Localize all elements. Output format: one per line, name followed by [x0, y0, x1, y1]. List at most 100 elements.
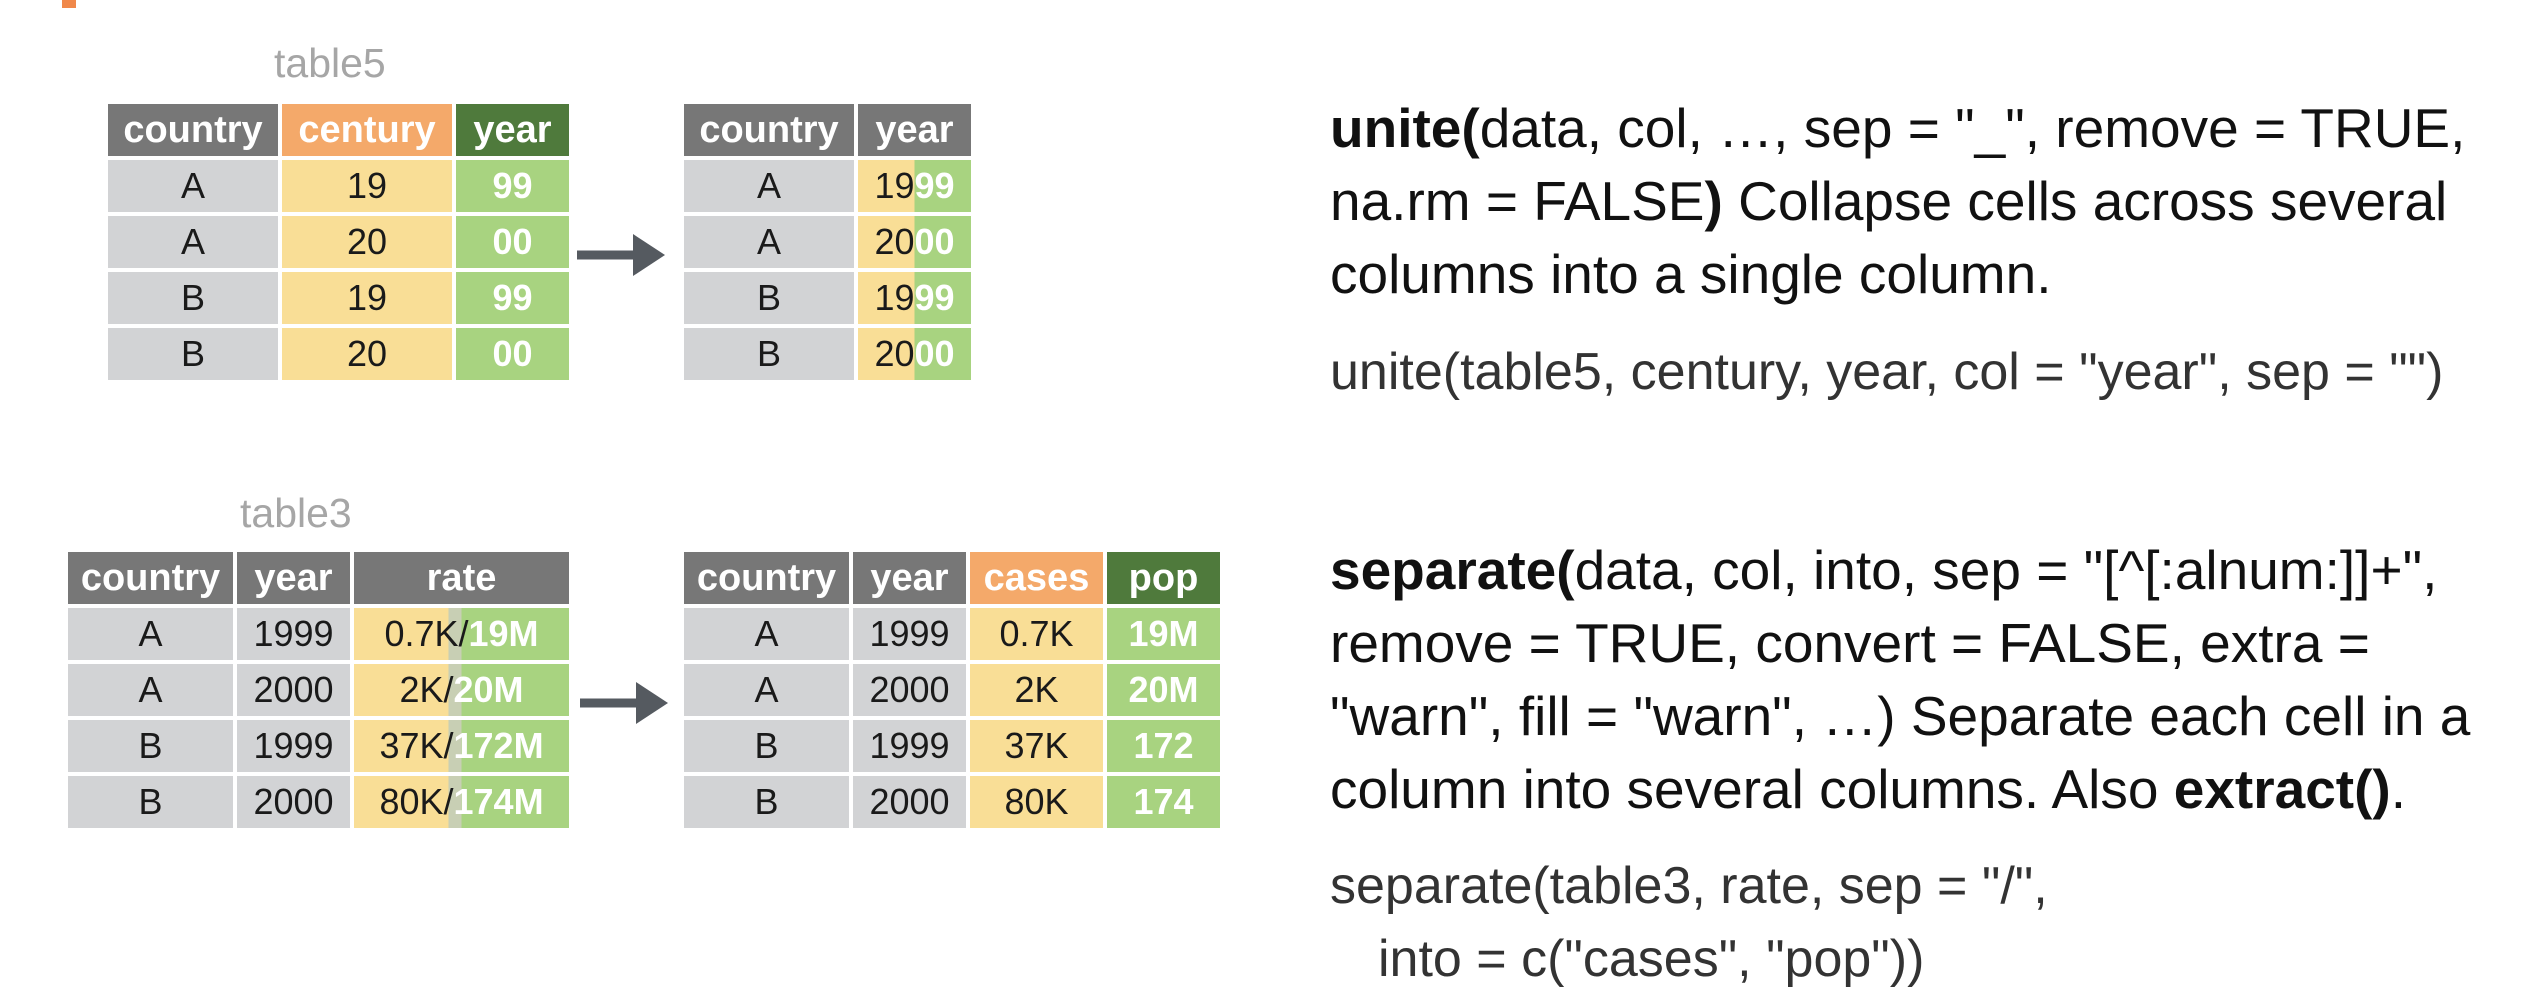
year-century-part: 20	[874, 333, 915, 374]
column-header-year: year	[237, 552, 350, 604]
year-year-part: 00	[914, 221, 955, 262]
table-cell: 20	[282, 328, 452, 380]
column-header-country: country	[68, 552, 233, 604]
year-century-part: 20	[874, 221, 915, 262]
table-cell: 2000	[858, 328, 971, 380]
column-header-country: country	[684, 104, 854, 156]
table-cell: 99	[456, 272, 569, 324]
table-row: B 1999 37K/172M	[68, 720, 569, 772]
table-cell: 1999	[858, 160, 971, 212]
table-row: A 1999 0.7K/19M	[68, 608, 569, 660]
table-cell: 37K	[970, 720, 1103, 772]
table-cell: 2K	[970, 664, 1103, 716]
table-cell: A	[684, 216, 854, 268]
separate-example-code: separate(table3, rate, sep = "/", into =…	[1330, 850, 2048, 992]
table-cell: 37K/172M	[354, 720, 569, 772]
table-cell: 174	[1107, 776, 1220, 828]
code-line: into = c("cases", "pop"))	[1378, 930, 1925, 988]
table-row: B 2000 80K 174	[684, 776, 1220, 828]
table-row: B 1999	[684, 272, 971, 324]
table-cell: A	[684, 664, 849, 716]
table-cell: 2000	[237, 776, 350, 828]
table-cell: 172	[1107, 720, 1220, 772]
table-header-row: country century year	[108, 104, 569, 156]
table3-caption: table3	[240, 490, 352, 536]
table-row: B 20 00	[108, 328, 569, 380]
table-row: A 2000 2K/20M	[68, 664, 569, 716]
column-header-pop: pop	[1107, 552, 1220, 604]
year-year-part: 00	[914, 333, 955, 374]
description-end: .	[2390, 758, 2407, 820]
table-cell: 1999	[237, 608, 350, 660]
table-row: B 19 99	[108, 272, 569, 324]
table-cell: A	[108, 160, 278, 212]
table-row: A 20 00	[108, 216, 569, 268]
separate-description-text: Separate each cell in a column into seve…	[1330, 685, 2471, 820]
table-header-row: country year cases pop	[684, 552, 1220, 604]
table-cell: 80K/174M	[354, 776, 569, 828]
table-row: A 1999	[684, 160, 971, 212]
table-cell: 2000	[853, 776, 966, 828]
table-cell: B	[68, 776, 233, 828]
table-cell: 2K/20M	[354, 664, 569, 716]
separate-output-table: country year cases pop A 1999 0.7K 19M A…	[680, 548, 1224, 832]
rate-cases-part: 0.7K/	[384, 613, 469, 654]
table-cell: 80K	[970, 776, 1103, 828]
table-cell: 1999	[858, 272, 971, 324]
table-cell: 1999	[853, 608, 966, 660]
table-cell: 2000	[858, 216, 971, 268]
table3-input-table: country year rate A 1999 0.7K/19M A 2000…	[64, 548, 573, 832]
year-century-part: 19	[874, 277, 915, 318]
table-header-row: country year	[684, 104, 971, 156]
table-cell: 0.7K/19M	[354, 608, 569, 660]
table-cell: 2000	[237, 664, 350, 716]
year-century-part: 19	[874, 165, 915, 206]
table-row: A 2000	[684, 216, 971, 268]
column-header-country: country	[684, 552, 849, 604]
unite-function-name: unite(	[1330, 97, 1480, 159]
table-row: A 19 99	[108, 160, 569, 212]
table5-input-table: country century year A 19 99 A 20 00 B 1…	[104, 100, 573, 384]
unite-output-table: country year A 1999 A 2000 B 1999 B 2000	[680, 100, 975, 384]
table-cell: 2000	[853, 664, 966, 716]
table-row: B 2000	[684, 328, 971, 380]
table-cell: 99	[456, 160, 569, 212]
separate-arguments: data, col, into, sep = "[^[:alnum:]]+", …	[1330, 539, 2438, 747]
separate-function-name: separate(	[1330, 539, 1575, 601]
rate-pop-part: 20M	[453, 669, 524, 710]
table-cell: B	[684, 776, 849, 828]
column-header-century: century	[282, 104, 452, 156]
column-header-year: year	[858, 104, 971, 156]
table-cell: 19M	[1107, 608, 1220, 660]
table-cell: A	[108, 216, 278, 268]
table-row: B 2000 80K/174M	[68, 776, 569, 828]
code-line: separate(table3, rate, sep = "/",	[1330, 857, 2048, 915]
code-line: unite(table5, century, year, col = "year…	[1330, 343, 2444, 401]
rate-pop-part: 19M	[468, 613, 539, 654]
table-cell: 0.7K	[970, 608, 1103, 660]
column-header-cases: cases	[970, 552, 1103, 604]
rate-cases-part: 2K/	[399, 669, 454, 710]
table-cell: B	[108, 328, 278, 380]
table-cell: A	[68, 664, 233, 716]
table-cell: 20	[282, 216, 452, 268]
table5-caption: table5	[274, 40, 386, 86]
unite-close-paren: )	[1704, 170, 1723, 232]
table-cell: B	[108, 272, 278, 324]
right-arrow-icon	[577, 234, 665, 276]
rate-cases-part: 80K/	[379, 781, 454, 822]
table-cell: 00	[456, 216, 569, 268]
table-cell: A	[684, 160, 854, 212]
right-arrow-icon	[580, 682, 668, 724]
column-header-year: year	[456, 104, 569, 156]
year-year-part: 99	[914, 277, 955, 318]
table-cell: 20M	[1107, 664, 1220, 716]
table-row: B 1999 37K 172	[684, 720, 1220, 772]
unite-example-code: unite(table5, century, year, col = "year…	[1330, 336, 2443, 409]
table-cell: 19	[282, 160, 452, 212]
table-header-row: country year rate	[68, 552, 569, 604]
table-cell: 1999	[237, 720, 350, 772]
rate-pop-part: 174M	[453, 781, 544, 822]
table-cell: B	[684, 272, 854, 324]
table-cell: 1999	[853, 720, 966, 772]
